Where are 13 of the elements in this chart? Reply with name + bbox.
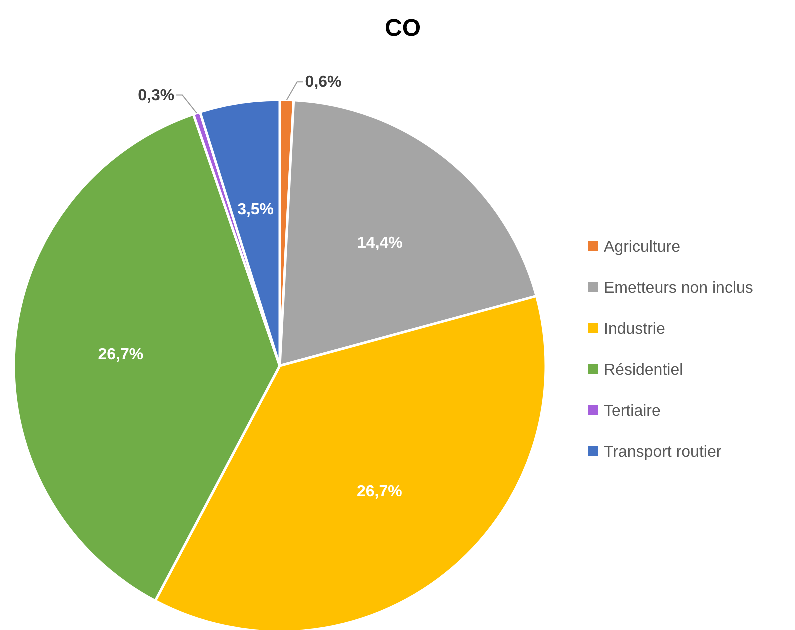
data-label: 3,5% bbox=[238, 201, 274, 218]
chart-title: CO bbox=[385, 15, 421, 42]
legend-label: Industrie bbox=[604, 321, 666, 338]
data-label: 26,7% bbox=[356, 484, 402, 501]
data-label: 0,3% bbox=[138, 87, 175, 104]
legend-label: Résidentiel bbox=[604, 362, 684, 379]
data-label: 14,4% bbox=[358, 234, 403, 252]
data-label: 0,6% bbox=[305, 74, 342, 92]
legend-label: Agriculture bbox=[604, 239, 681, 256]
legend-label: Emetteurs non inclus bbox=[604, 280, 754, 297]
legend-label: Tertiaire bbox=[604, 403, 662, 420]
legend-label: Transport routier bbox=[604, 444, 722, 461]
data-label: 26,7% bbox=[98, 346, 144, 364]
